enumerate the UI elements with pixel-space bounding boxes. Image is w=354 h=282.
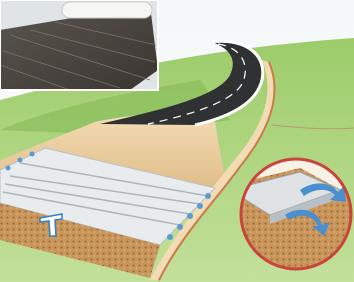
illustration bbox=[0, 0, 354, 282]
photo-inset bbox=[0, 0, 158, 90]
page: (() => { const data = JSON.parse(documen… bbox=[0, 0, 354, 282]
